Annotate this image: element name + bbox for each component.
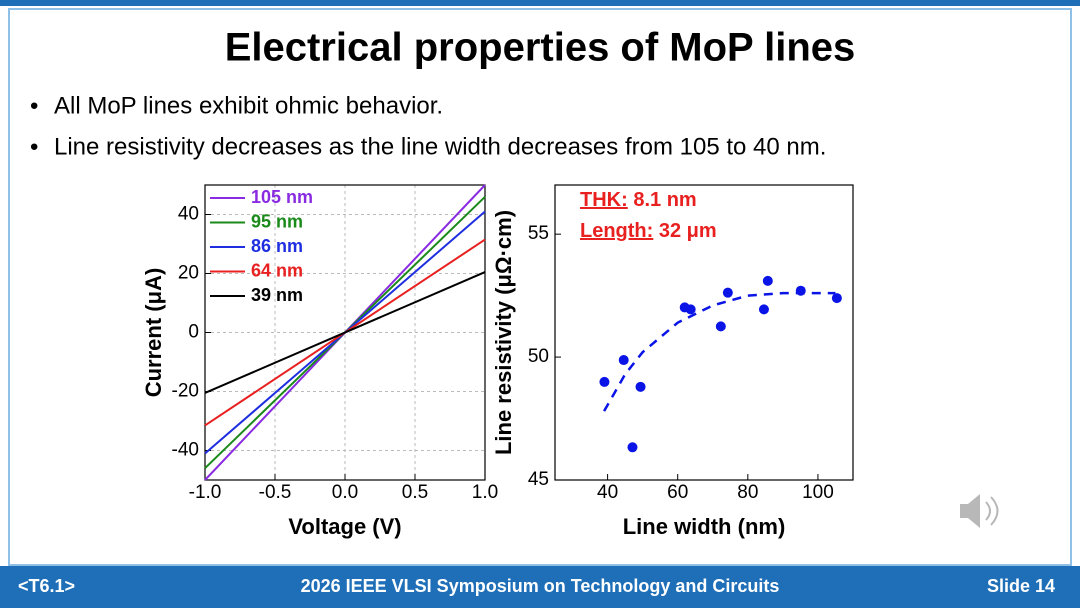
- speaker-icon[interactable]: [960, 494, 999, 528]
- data-point: [685, 304, 696, 315]
- x-tick-label: 100: [802, 482, 834, 503]
- legend-label: 39 nm: [251, 285, 303, 305]
- x-tick-label: 80: [737, 482, 758, 503]
- data-point: [758, 304, 769, 315]
- annotation-label: Length:: [580, 220, 653, 242]
- x-tick-label: -1.0: [189, 482, 222, 503]
- x-axis-label: Voltage (V): [288, 514, 401, 539]
- series-line: [204, 271, 486, 394]
- y-tick-label: 45: [528, 469, 549, 490]
- annotation: Length: 32 μm: [580, 220, 717, 242]
- top-band: [0, 0, 1080, 6]
- x-tick-label: 40: [597, 482, 618, 503]
- annotation: THK: 8.1 nm: [580, 189, 697, 211]
- bullet-dot: •: [30, 133, 38, 160]
- annotation-text: 32 μm: [659, 220, 717, 242]
- x-tick-label: 0.0: [332, 482, 358, 503]
- data-point: [722, 287, 733, 298]
- bullet: All MoP lines exhibit ohmic behavior.: [54, 92, 443, 119]
- data-point: [635, 381, 646, 392]
- x-axis-label: Line width (nm): [623, 514, 786, 539]
- data-point: [599, 376, 610, 387]
- slide-border: [8, 8, 1072, 566]
- x-tick-label: 0.5: [402, 482, 428, 503]
- footer-band: [0, 566, 1080, 608]
- slide-title: Electrical properties of MoP lines: [225, 26, 856, 70]
- y-tick-label: 40: [178, 204, 199, 225]
- footer-center: 2026 IEEE VLSI Symposium on Technology a…: [301, 576, 780, 596]
- data-point: [831, 293, 842, 304]
- legend-label: 105 nm: [251, 187, 313, 207]
- annotation-text: 8.1 nm: [633, 189, 696, 211]
- y-tick-label: 50: [528, 346, 549, 367]
- legend-label: 86 nm: [251, 236, 303, 256]
- legend-label: 95 nm: [251, 211, 303, 231]
- annotation-label: THK:: [580, 189, 628, 211]
- bullet-dot: •: [30, 92, 38, 119]
- x-tick-label: -0.5: [259, 482, 292, 503]
- plot-frame: [554, 184, 854, 481]
- plot-frame: [204, 184, 486, 481]
- data-point: [618, 355, 629, 366]
- footer-left: <T6.1>: [18, 576, 75, 596]
- legend-label: 64 nm: [251, 260, 303, 280]
- y-tick-label: 20: [178, 263, 199, 284]
- data-point: [762, 275, 773, 286]
- y-tick-label: 55: [528, 223, 549, 244]
- data-point: [715, 321, 726, 332]
- y-axis-label: Line resistivity (μΩ·cm): [491, 210, 516, 455]
- data-point: [627, 442, 638, 453]
- x-tick-label: 60: [667, 482, 688, 503]
- y-tick-label: -20: [172, 381, 199, 402]
- fit-line: [602, 291, 836, 412]
- bullet: Line resistivity decreases as the line w…: [54, 133, 826, 160]
- y-axis-label: Current (μA): [141, 268, 166, 398]
- x-tick-label: 1.0: [472, 482, 498, 503]
- y-tick-label: -40: [172, 440, 199, 461]
- y-tick-label: 0: [188, 322, 199, 343]
- footer-right: Slide 14: [987, 576, 1055, 596]
